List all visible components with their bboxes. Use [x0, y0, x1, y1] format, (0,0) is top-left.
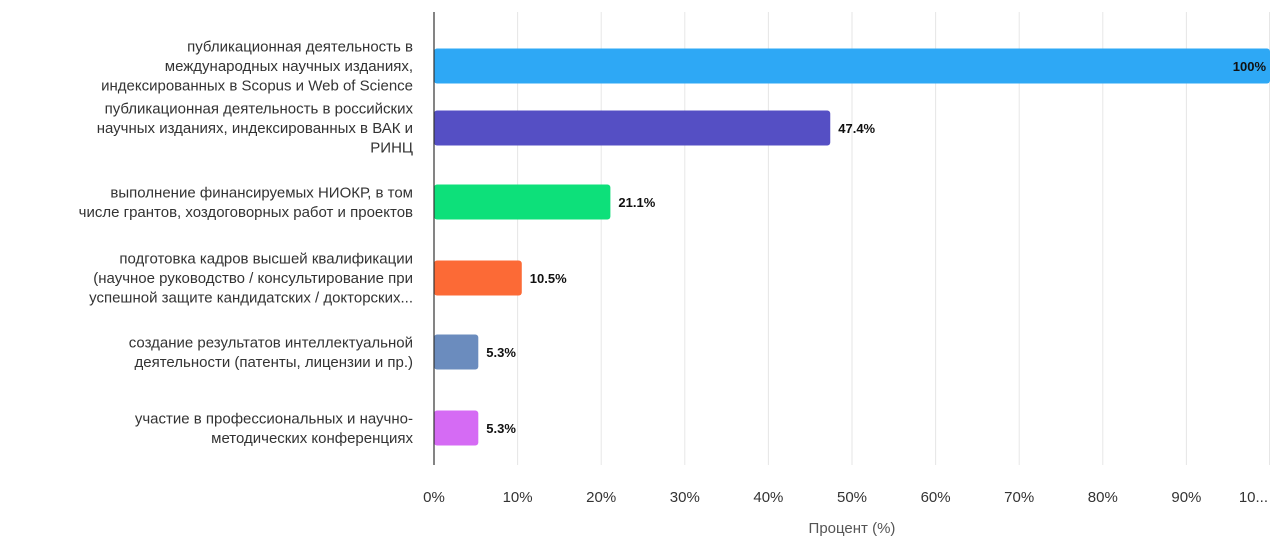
x-tick-label: 20% — [586, 489, 616, 506]
data-label: 21.1% — [618, 195, 655, 210]
category-label: создание результатов интеллектуальной дея… — [129, 334, 413, 371]
category-label: публикационная деятельность в российских… — [97, 101, 414, 157]
x-axis-title: Процент (%) — [809, 520, 896, 537]
category-label: публикационная деятельность в международн… — [101, 39, 413, 95]
x-tick-label: 10... — [1239, 489, 1268, 506]
bar[interactable] — [434, 260, 522, 296]
data-label: 5.3% — [486, 345, 516, 360]
bar[interactable] — [434, 48, 1270, 84]
data-label: 10.5% — [530, 271, 567, 286]
x-tick-label: 70% — [1004, 489, 1034, 506]
x-tick-label: 30% — [670, 489, 700, 506]
data-labels: 100% 47.4% 21.1% 10.5% 5.3% 5.3% — [486, 59, 1266, 436]
category-label: участие в профессиональных и научно-мето… — [135, 410, 414, 447]
category-labels: публикационная деятельность в международн… — [79, 39, 414, 447]
x-tick-label: 0% — [423, 489, 445, 506]
x-tick-label: 60% — [921, 489, 951, 506]
category-label: выполнение финансируемых НИОКР, в том чис… — [79, 184, 413, 221]
data-label: 5.3% — [486, 421, 516, 436]
bar[interactable] — [434, 410, 479, 446]
data-label: 47.4% — [838, 121, 875, 136]
x-tick-label: 80% — [1088, 489, 1118, 506]
data-label: 100% — [1233, 59, 1267, 74]
category-label: подготовка кадров высшей квалификации (на… — [89, 251, 413, 307]
bar[interactable] — [434, 110, 831, 146]
x-tick-label: 90% — [1171, 489, 1201, 506]
bars — [434, 48, 1270, 446]
x-tick-label: 50% — [837, 489, 867, 506]
x-axis-ticks: 0% 10% 20% 30% 40% 50% 60% 70% 80% 90% 10... — [423, 489, 1268, 506]
x-tick-label: 40% — [753, 489, 783, 506]
bar[interactable] — [434, 184, 611, 220]
x-tick-label: 10% — [503, 489, 533, 506]
bar[interactable] — [434, 334, 479, 370]
